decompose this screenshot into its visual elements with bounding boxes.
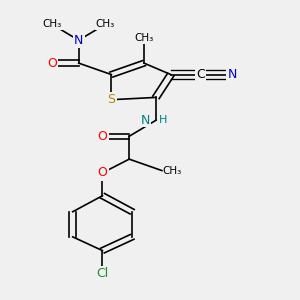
Text: Cl: Cl [96,267,109,280]
Text: CH₃: CH₃ [134,33,154,43]
Text: N: N [74,34,83,47]
Text: N: N [141,114,150,127]
Text: O: O [47,57,57,70]
Text: CH₃: CH₃ [42,19,62,29]
Text: H: H [159,115,167,125]
Text: C: C [196,68,205,81]
Text: S: S [107,93,116,106]
Text: O: O [98,130,107,143]
Text: N: N [227,68,237,81]
Text: CH₃: CH₃ [96,19,115,29]
Text: CH₃: CH₃ [162,166,181,176]
Text: O: O [98,167,107,179]
